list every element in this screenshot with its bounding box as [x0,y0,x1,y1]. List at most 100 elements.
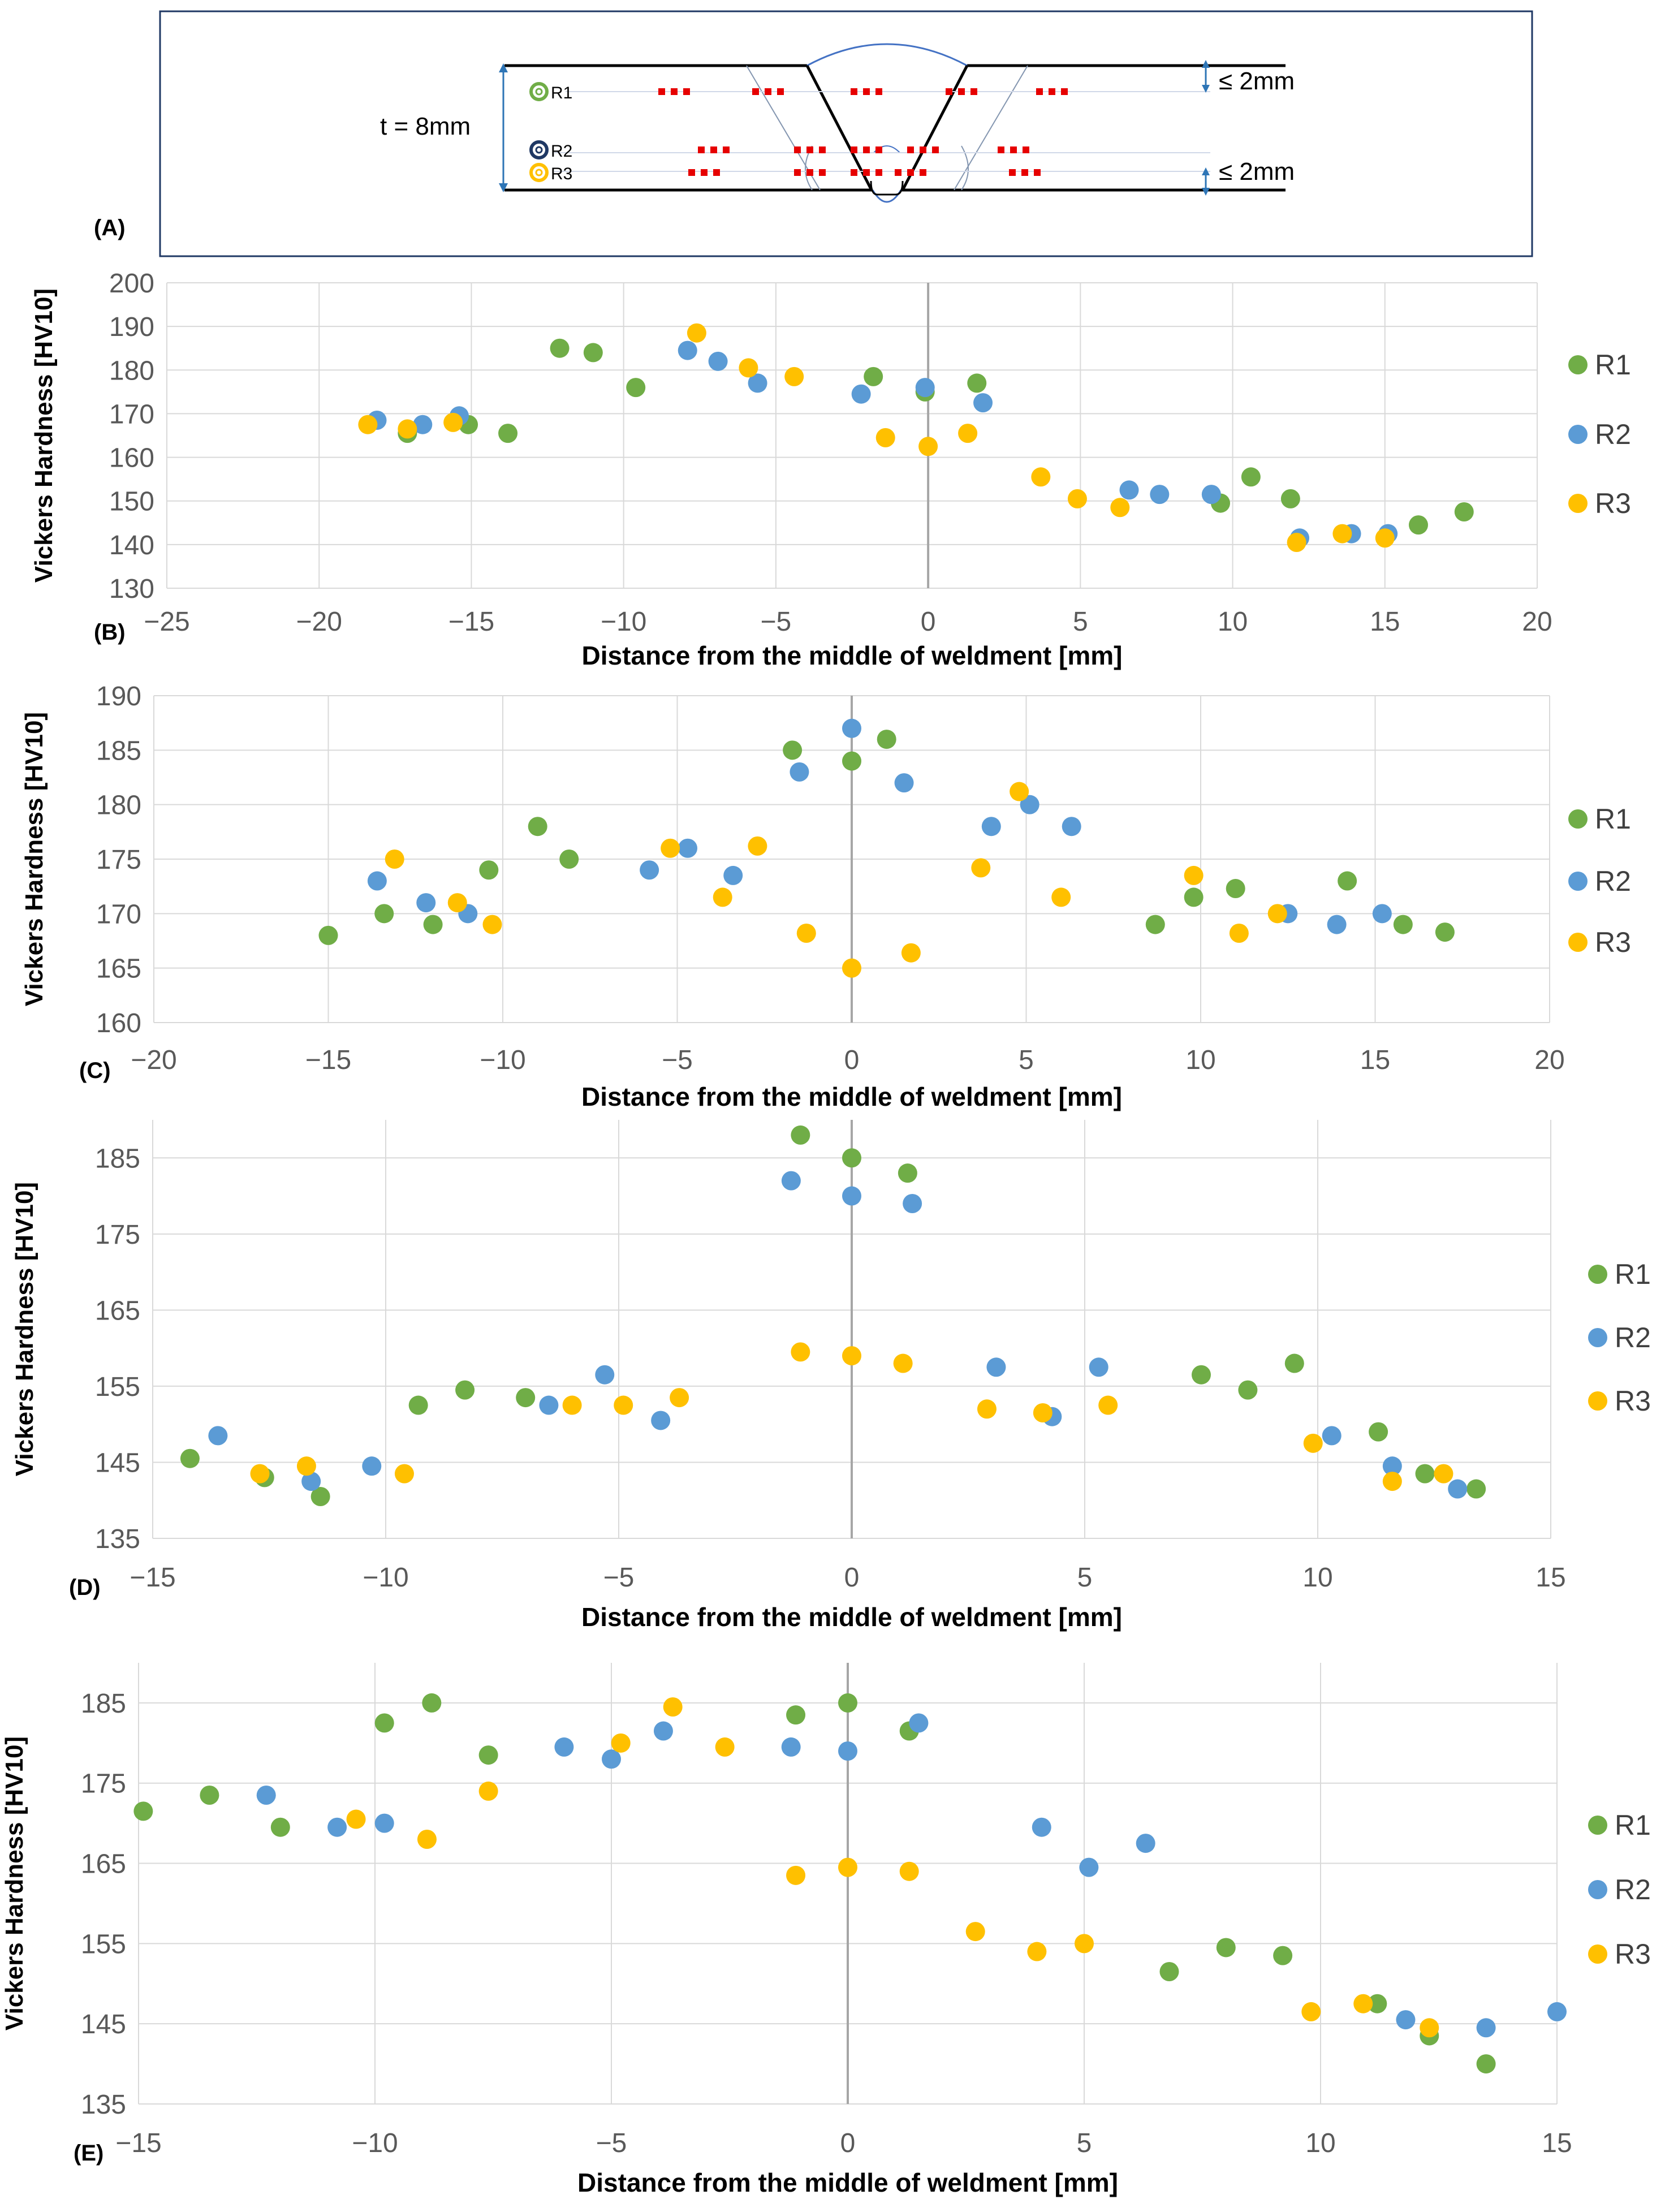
data-point-r1 [898,1163,917,1183]
indent-mark [723,146,730,153]
y-tick-label: 170 [109,399,154,429]
legend-label: R1 [1595,803,1631,835]
data-point-r3 [1303,1433,1323,1453]
y-tick-label: 130 [109,574,154,604]
y-tick-label: 155 [81,1929,126,1959]
x-tick-label: 20 [1534,1045,1564,1075]
data-point-r2 [838,1741,857,1761]
data-point-r3 [398,419,417,439]
legend-marker [1588,1265,1607,1284]
data-point-r1 [1369,1422,1388,1442]
y-tick-label: 185 [96,736,141,766]
data-point-r3 [739,358,758,378]
data-point-r2 [723,865,743,885]
data-point-r1 [455,1380,475,1400]
y-tick-label: 180 [96,791,141,821]
row-marker-r3: R3 [529,163,572,183]
diagram-frame [159,10,1533,257]
data-point-r1 [864,366,883,386]
x-tick-label: −15 [305,1045,351,1075]
indent-mark [1023,146,1029,153]
data-point-r3 [842,1346,861,1366]
data-point-r3 [346,1809,366,1829]
series-r3 [358,323,1395,552]
data-point-r3 [1332,524,1352,544]
y-tick-label: 160 [109,443,154,473]
x-tick-label: −20 [131,1045,176,1075]
legend-marker [1588,1391,1607,1411]
indent-mark [1049,88,1055,95]
indent-mark [851,169,857,176]
x-tick-label: 0 [921,607,936,637]
y-tick-label: 185 [81,1689,126,1719]
series-r2 [256,1713,1567,2038]
data-point-r1 [270,1817,290,1837]
data-point-r2 [256,1786,276,1805]
data-point-r3 [838,1857,857,1877]
y-tick-label: 175 [81,1769,126,1799]
data-point-r3 [842,958,861,978]
data-point-r1 [1338,871,1357,891]
legend-item-r1: R1 [1588,1809,1651,1841]
legend-item-r3: R3 [1568,926,1631,958]
legend-marker [1568,494,1588,513]
x-tick-label: 5 [1077,2128,1092,2158]
data-point-r3 [478,1781,498,1801]
legend-label: R2 [1595,865,1631,897]
legend-label: R2 [1595,419,1631,450]
data-point-r3 [1267,904,1287,924]
legend-label: R2 [1615,1322,1651,1353]
data-point-r2 [1201,485,1221,505]
data-point-r1 [1415,1464,1435,1484]
x-axis-title: Distance from the middle of weldment [mm… [581,1082,1122,1111]
x-tick-label: 5 [1019,1045,1034,1075]
data-point-r1 [842,751,861,771]
data-point-r2 [374,1813,394,1833]
data-point-r3 [1382,1472,1402,1491]
indent-mark [863,146,870,153]
data-point-r2 [602,1749,621,1769]
data-point-r1 [877,730,896,749]
y-tick-label: 185 [95,1144,140,1174]
data-point-r1 [1280,489,1300,508]
data-point-r3 [784,366,804,386]
data-point-r3 [901,943,921,963]
legend-marker [1568,872,1588,891]
data-point-r2 [903,1194,922,1213]
indentation-marks [658,88,1068,176]
y-tick-label: 145 [81,2010,126,2039]
data-point-r1 [1435,922,1455,942]
data-point-r3 [1434,1464,1453,1484]
y-tick-label: 200 [109,269,154,299]
data-point-r2 [651,1411,671,1430]
series-r3 [346,1697,1439,2038]
chart-b: 130 140 150 160 170 180 190 200 −25 −20 −15 −10 −5 0 5… [30,269,1631,670]
data-point-r3 [250,1464,270,1484]
indent-mark [875,169,882,176]
data-point-r2 [1322,1426,1342,1446]
data-point-r1 [1476,2054,1496,2074]
data-point-r3 [786,1865,806,1885]
indent-mark [819,169,826,176]
series-r1 [318,730,1455,945]
x-tick-label: 10 [1302,1563,1332,1593]
indent-mark [863,169,870,176]
data-point-r1 [1226,879,1245,899]
data-point-r2 [1476,2018,1496,2038]
indent-mark [907,169,914,176]
legend-marker [1588,1816,1607,1835]
data-point-r1 [310,1487,330,1506]
x-tick-label: −15 [115,2128,161,2158]
panel-label: (C) [79,1058,111,1083]
legend-label: R1 [1615,1258,1651,1290]
series-r2 [367,718,1392,934]
y-axis-title: Vickers Hardness [HV10] [30,288,58,583]
data-point-r3 [875,428,895,447]
data-point-r2 [851,384,871,404]
indent-mark [970,88,977,95]
data-point-r1 [374,904,394,924]
data-point-r1 [1159,1962,1179,1981]
data-point-r1 [408,1395,428,1415]
